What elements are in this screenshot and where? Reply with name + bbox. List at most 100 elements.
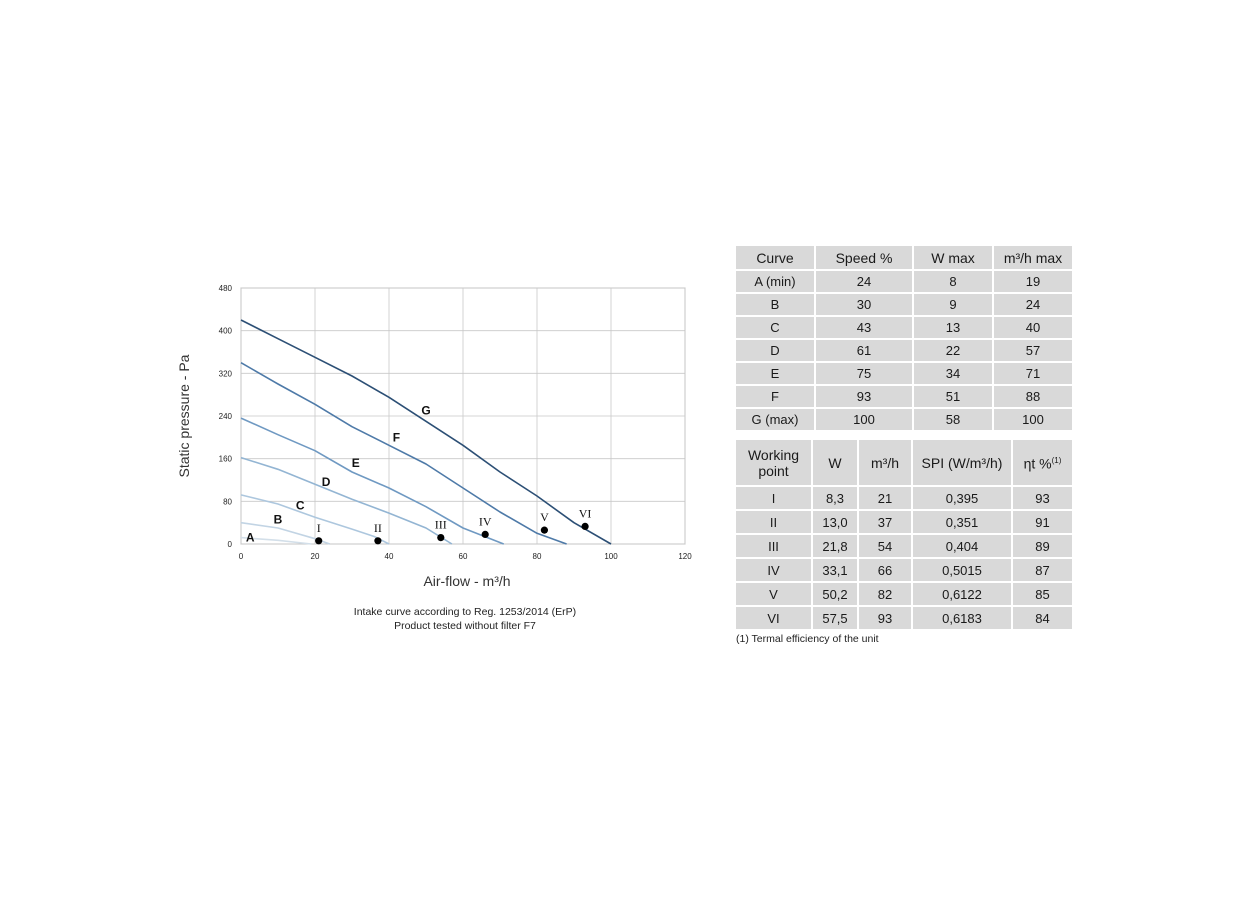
curve-E: [240, 417, 504, 545]
table-cell: G (max): [736, 409, 814, 430]
y-tick-label: 80: [223, 497, 232, 506]
axis-ticks: 0 20 40 60 80 100 120 0 80 160 240 320 400 480: [219, 284, 693, 561]
table-cell: 93: [859, 607, 911, 629]
y-tick-label: 160: [219, 455, 233, 464]
table-cell: 0,351: [913, 511, 1011, 533]
x-tick-label: 20: [311, 552, 320, 561]
y-tick-label: 320: [219, 369, 233, 378]
curve-table-header-row: Curve Speed % W max m³/h max: [736, 246, 1072, 269]
wp-table-header-efficiency: ηt %(1): [1013, 440, 1072, 485]
curve-F: [240, 362, 567, 545]
chart-caption-line-1: Intake curve according to Reg. 1253/2014…: [353, 606, 577, 618]
table-cell: IV: [736, 559, 811, 581]
table-cell: 57: [994, 340, 1072, 361]
table-cell: 75: [816, 363, 912, 384]
curve-label-G: G: [421, 404, 430, 418]
table-cell: 50,2: [813, 583, 857, 605]
table-cell: C: [736, 317, 814, 338]
table-cell: 89: [1013, 535, 1072, 557]
table-cell: 93: [816, 386, 912, 407]
x-tick-label: 0: [239, 552, 244, 561]
curve-table-header: m³/h max: [994, 246, 1072, 269]
table-cell: I: [736, 487, 811, 509]
table-cell: 84: [1013, 607, 1072, 629]
table-cell: 34: [914, 363, 992, 384]
table-cell: D: [736, 340, 814, 361]
table-cell: 24: [816, 271, 912, 292]
table-cell: 91: [1013, 511, 1072, 533]
table-cell: F: [736, 386, 814, 407]
table-cell: 13: [914, 317, 992, 338]
table-cell: 40: [994, 317, 1072, 338]
working-point-label: IV: [479, 514, 492, 528]
y-tick-label: 400: [219, 327, 233, 336]
table-cell: 85: [1013, 583, 1072, 605]
table-cell: 43: [816, 317, 912, 338]
fan-curve-chart: 0 20 40 60 80 100 120 0 80 160 240 320 400 480 A BC D E F…: [176, 284, 693, 589]
table-cell: 66: [859, 559, 911, 581]
table-cell: V: [736, 583, 811, 605]
curve-label-F: F: [393, 430, 400, 444]
table-cell: 19: [994, 271, 1072, 292]
table-cell: 22: [914, 340, 992, 361]
x-tick-label: 40: [385, 552, 394, 561]
curve-B: [240, 521, 331, 545]
table-cell: 8: [914, 271, 992, 292]
table-cell: VI: [736, 607, 811, 629]
table-row: II 13,0 37 0,351 91: [736, 511, 1072, 533]
x-tick-label: 100: [604, 552, 618, 561]
curve-table-header: Speed %: [816, 246, 912, 269]
wp-table-header: W: [813, 440, 857, 485]
curve-G: [240, 319, 612, 545]
table-cell: 9: [914, 294, 992, 315]
working-points: I II III IV V VI: [315, 506, 592, 545]
table-row: VI 57,5 93 0,6183 84: [736, 607, 1072, 629]
curve-D: [240, 456, 453, 545]
table-cell: 100: [816, 409, 912, 430]
table-row: III 21,8 54 0,404 89: [736, 535, 1072, 557]
table-cell: 93: [1013, 487, 1072, 509]
working-point-II: [374, 537, 382, 545]
table-cell: 0,5015: [913, 559, 1011, 581]
table-cell: 8,3: [813, 487, 857, 509]
curve-table: Curve Speed % W max m³/h max A (min) 24 8 1…: [734, 244, 1074, 432]
table-cell: 58: [914, 409, 992, 430]
working-point-table: Working point W m³/h SPI (W/m³/h) ηt %(1…: [734, 438, 1074, 631]
table-row: C 43 13 40: [736, 317, 1072, 338]
curve-label-B: B: [274, 512, 283, 526]
table-cell: 0,395: [913, 487, 1011, 509]
footnote-marker: (1): [1051, 456, 1062, 466]
table-cell: 54: [859, 535, 911, 557]
y-tick-label: 0: [228, 540, 233, 549]
working-point-IV: [481, 530, 489, 538]
curve-labels: A BC D E F G: [246, 404, 431, 545]
working-point-label: III: [435, 518, 447, 532]
curve-label-D: D: [322, 475, 331, 489]
curve-label-A: A: [246, 531, 255, 545]
y-axis-title: Static pressure - Pa: [176, 354, 192, 477]
wp-table-header: Working point: [736, 440, 811, 485]
table-cell: 61: [816, 340, 912, 361]
working-point-V: [540, 526, 548, 534]
table-row: E 75 34 71: [736, 363, 1072, 384]
table-cell: 21,8: [813, 535, 857, 557]
working-point-label: VI: [579, 506, 592, 520]
curve-table-header: Curve: [736, 246, 814, 269]
table-cell: 30: [816, 294, 912, 315]
table-cell: 37: [859, 511, 911, 533]
table-row: A (min) 24 8 19: [736, 271, 1072, 292]
curve-label-E: E: [352, 456, 360, 470]
working-point-label: V: [540, 510, 549, 524]
table-cell: 21: [859, 487, 911, 509]
wp-table-header: m³/h: [859, 440, 911, 485]
working-point-III: [437, 534, 445, 542]
curve-A: [240, 536, 312, 545]
table-row: B 30 9 24: [736, 294, 1072, 315]
working-point-label: I: [317, 521, 321, 535]
working-point-I: [315, 537, 323, 545]
table-row: V 50,2 82 0,6122 85: [736, 583, 1072, 605]
table-row: I 8,3 21 0,395 93: [736, 487, 1072, 509]
table-cell: E: [736, 363, 814, 384]
chart-caption-line-2: Product tested without filter F7: [394, 620, 536, 632]
table-cell: 82: [859, 583, 911, 605]
